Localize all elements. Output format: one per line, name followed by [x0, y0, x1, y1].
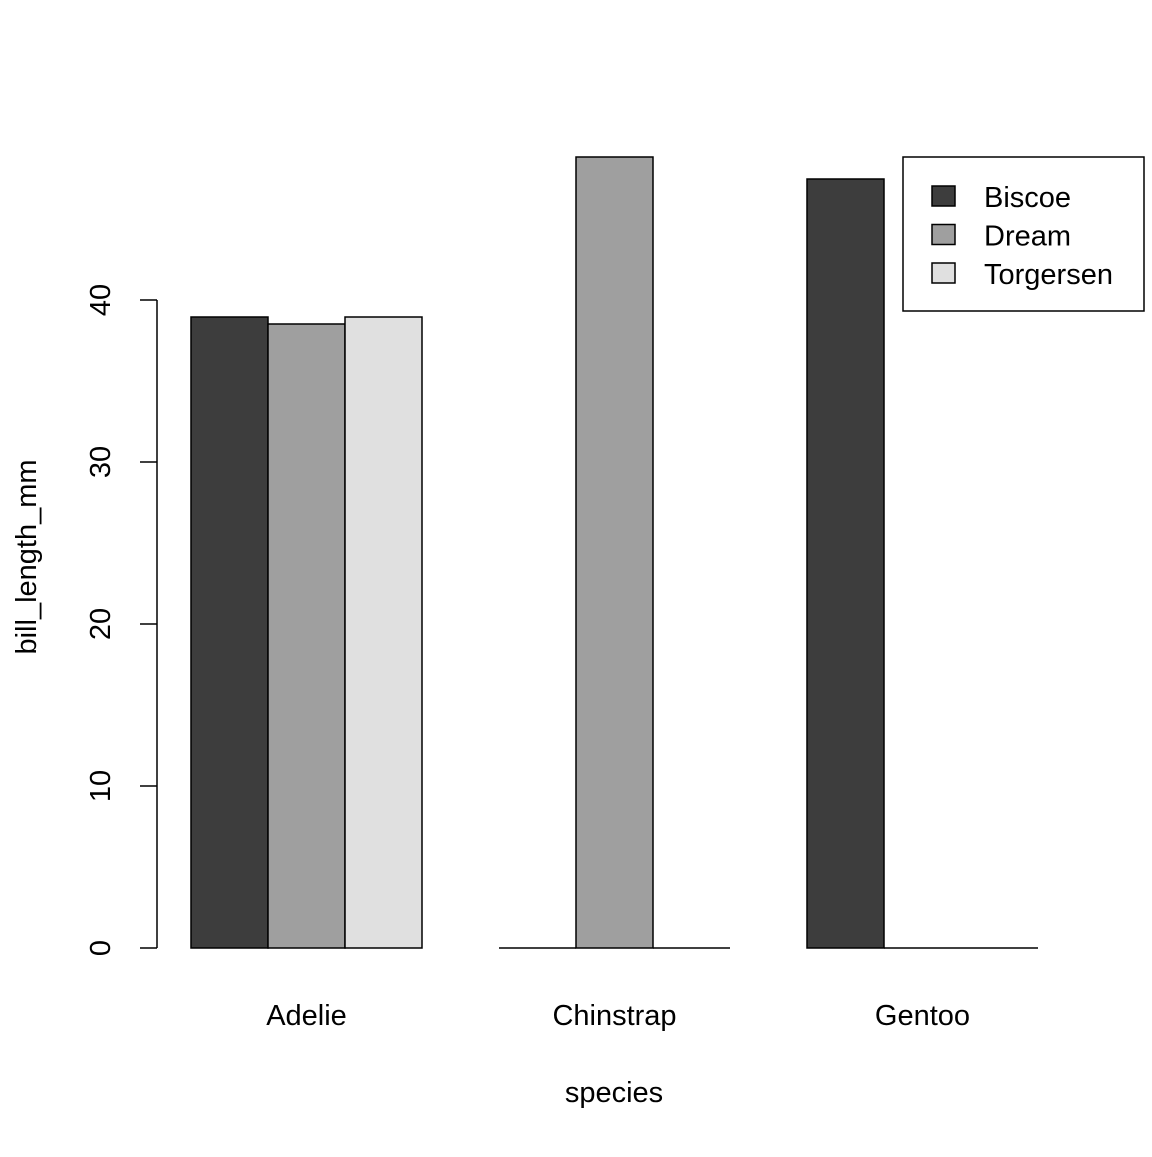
legend-swatch: [931, 223, 956, 246]
x-tick-label: Chinstrap: [552, 1000, 676, 1032]
y-tick-label: 30: [85, 446, 117, 478]
legend-label: Biscoe: [984, 182, 1071, 214]
y-tick-label: 40: [85, 284, 117, 316]
bar: [190, 316, 269, 949]
bar: [806, 178, 885, 949]
legend-swatch: [931, 185, 956, 207]
bar: [344, 316, 423, 949]
y-tick-label: 10: [85, 770, 117, 802]
y-tick-label: 0: [85, 940, 117, 956]
legend-label: Torgersen: [984, 259, 1113, 291]
x-tick-label: Gentoo: [875, 1000, 970, 1032]
legend-swatch: [931, 262, 956, 284]
legend-label: Dream: [984, 221, 1071, 253]
x-tick-label: Adelie: [266, 1000, 347, 1032]
bar: [267, 323, 346, 949]
bar: [575, 156, 654, 949]
y-tick-label: 20: [85, 608, 117, 640]
x-axis-label: species: [565, 1077, 663, 1109]
y-axis-label: bill_length_mm: [11, 459, 43, 654]
